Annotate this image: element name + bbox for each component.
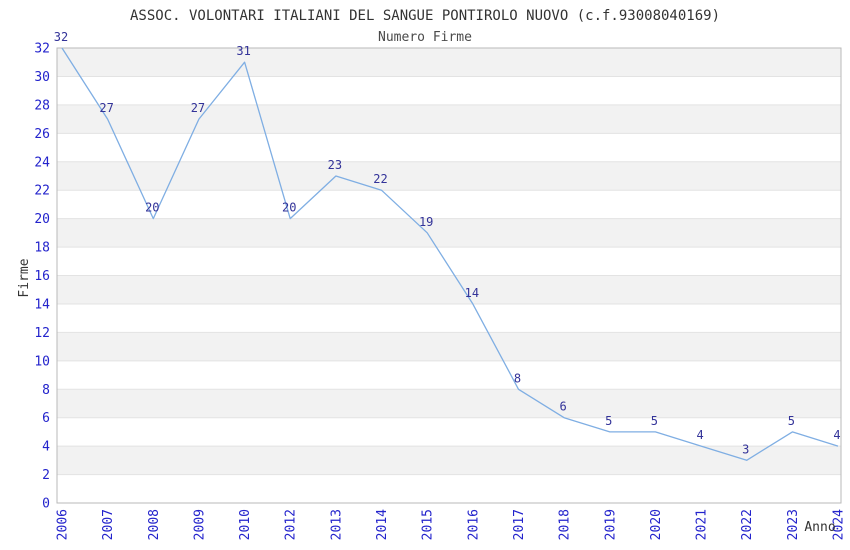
- y-tick-label: 26: [34, 127, 50, 142]
- y-tick-label: 16: [34, 269, 50, 284]
- x-tick-label: 2020: [649, 509, 664, 540]
- x-axis-title: Anno: [804, 520, 835, 535]
- x-tick-label: 2019: [603, 509, 618, 540]
- plot-band: [57, 48, 841, 77]
- y-tick-label: 22: [34, 184, 50, 199]
- y-tick-label: 10: [34, 354, 50, 369]
- chart-subtitle: Numero Firme: [378, 30, 472, 45]
- x-tick-label: 2013: [329, 509, 344, 540]
- data-label: 27: [99, 101, 113, 115]
- data-label: 31: [236, 44, 250, 58]
- x-tick-label: 2010: [238, 509, 253, 540]
- plot-band: [57, 275, 841, 304]
- y-tick-label: 6: [42, 411, 50, 426]
- data-label: 5: [788, 414, 795, 428]
- plot-band: [57, 446, 841, 475]
- chart-title: ASSOC. VOLONTARI ITALIANI DEL SANGUE PON…: [130, 8, 720, 24]
- y-tick-label: 8: [42, 383, 50, 398]
- data-label: 20: [145, 201, 159, 215]
- x-tick-label: 2024: [832, 509, 847, 540]
- x-tick-label: 2016: [466, 509, 481, 540]
- plot-frame: [56, 47, 842, 504]
- data-label: 14: [465, 286, 479, 300]
- x-tick-label: 2022: [740, 509, 755, 540]
- data-label: 19: [419, 215, 433, 229]
- x-tick-label: 2009: [192, 509, 207, 540]
- y-tick-label: 30: [34, 70, 50, 85]
- y-tick-label: 32: [34, 42, 50, 57]
- y-tick-label: 4: [42, 440, 50, 455]
- x-tick-label: 2023: [786, 509, 801, 540]
- y-tick-label: 12: [34, 326, 50, 341]
- data-label: 4: [696, 428, 703, 442]
- data-label: 8: [514, 371, 521, 385]
- data-label: 3: [742, 442, 749, 456]
- data-label: 23: [328, 158, 342, 172]
- y-tick-label: 18: [34, 241, 50, 256]
- data-label: 22: [373, 172, 387, 186]
- plot-band: [57, 218, 841, 248]
- y-tick-label: 20: [34, 212, 50, 227]
- x-tick-label: 2021: [695, 509, 710, 540]
- data-label: 27: [191, 101, 205, 115]
- plot-band: [57, 389, 841, 418]
- y-tick-label: 14: [34, 297, 50, 312]
- plot-band: [57, 161, 841, 191]
- data-label: 4: [833, 428, 840, 442]
- data-label: 32: [54, 30, 68, 44]
- data-label: 5: [605, 414, 612, 428]
- plot-band: [57, 104, 841, 134]
- y-axis-title: Firme: [17, 258, 32, 297]
- data-label: 5: [651, 414, 658, 428]
- x-tick-label: 2015: [421, 509, 436, 540]
- y-tick-label: 2: [42, 468, 50, 483]
- series-line: [61, 47, 839, 461]
- x-tick-label: 2014: [375, 509, 390, 540]
- data-label: 20: [282, 201, 296, 215]
- x-tick-label: 2018: [558, 509, 573, 540]
- y-tick-label: 24: [34, 155, 50, 170]
- x-tick-label: 2007: [101, 509, 116, 540]
- y-tick-label: 28: [34, 98, 50, 113]
- x-tick-label: 2008: [147, 509, 162, 540]
- y-tick-label: 0: [42, 497, 50, 512]
- x-tick-label: 2006: [56, 509, 71, 540]
- data-label: 6: [560, 400, 567, 414]
- plot-band: [57, 332, 841, 361]
- x-tick-label: 2012: [284, 509, 299, 540]
- x-tick-label: 2017: [512, 509, 527, 540]
